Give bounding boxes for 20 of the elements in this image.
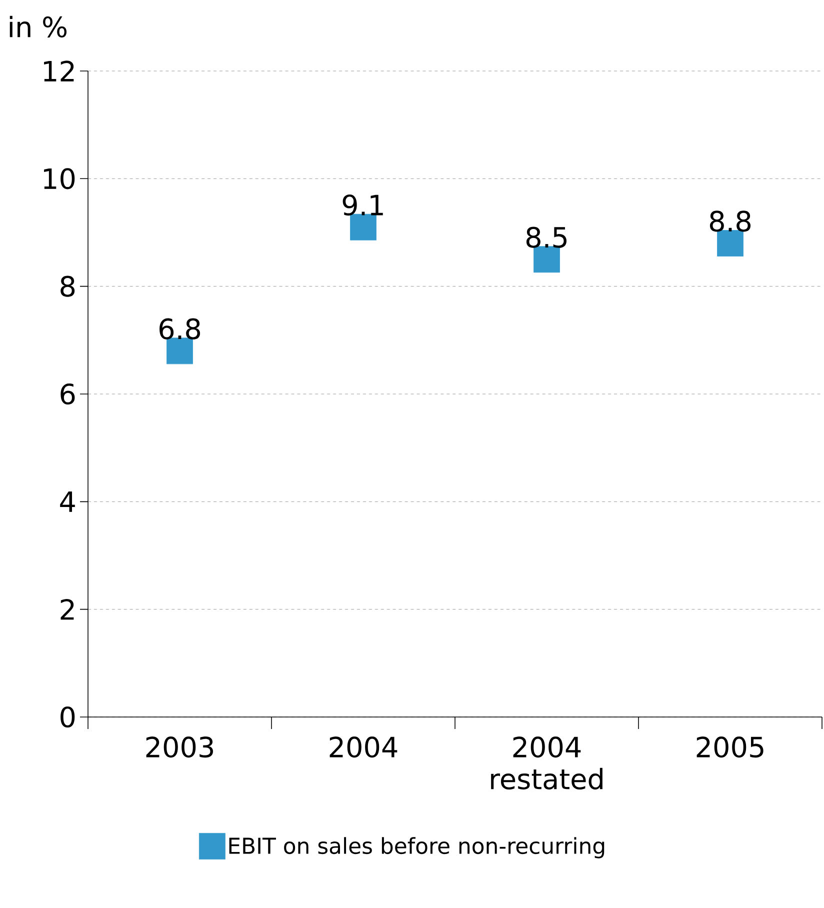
y-tick-label: 2 xyxy=(60,598,74,620)
data-label: 8.5 xyxy=(526,226,566,248)
y-tick-label: 0 xyxy=(60,706,75,728)
data-label: 6.8 xyxy=(160,318,200,340)
point xyxy=(534,246,560,273)
x-tick-label: 2003 xyxy=(146,736,213,758)
x-tick-label: 2004 xyxy=(330,736,398,758)
x-tick-label: 2005 xyxy=(696,736,764,758)
y-axis-title: in % xyxy=(10,16,67,38)
y-tick-label: 6 xyxy=(60,383,75,405)
y-tick-label: 12 xyxy=(44,60,74,82)
point xyxy=(717,230,744,256)
y-tick-label: 8 xyxy=(60,276,75,297)
legend-label: EBIT on sales before non-recurring xyxy=(229,837,604,858)
x-tick-label: 2004 restated xyxy=(491,736,602,790)
data-label: 9.1 xyxy=(342,194,383,216)
point xyxy=(166,338,193,364)
data-label: 8.8 xyxy=(710,210,751,232)
y-tick-label: 10 xyxy=(44,168,75,190)
y-tick-label: 4 xyxy=(60,492,75,512)
